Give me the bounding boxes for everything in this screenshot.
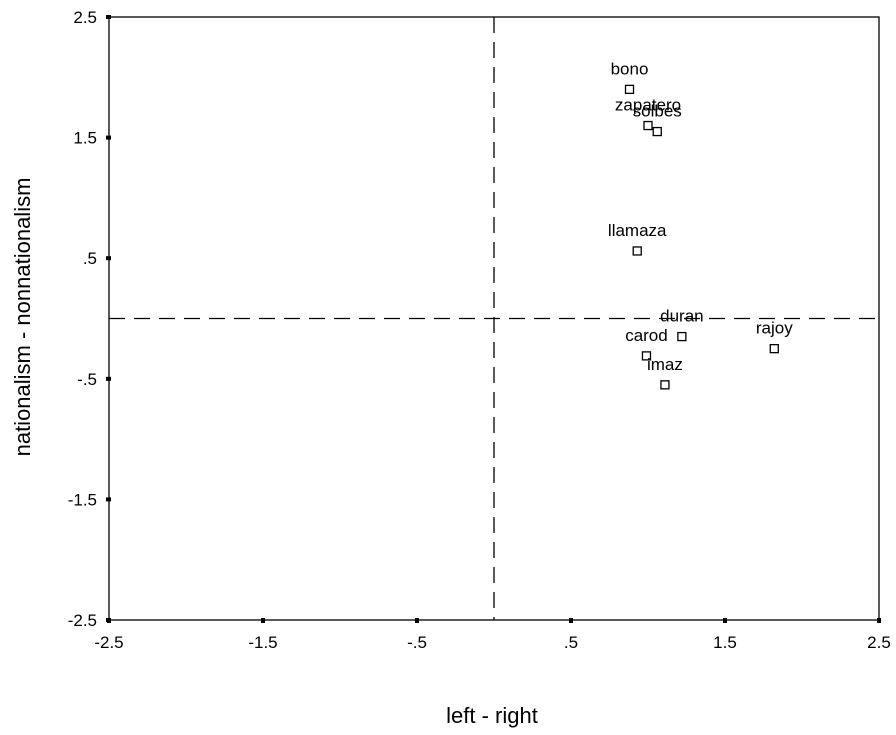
point-label-rajoy: rajoy [756,319,793,338]
y-tick-mark [106,618,111,622]
x-tick-mark [569,618,573,623]
y-tick-label: -2.5 [68,611,97,630]
y-tick-mark [106,15,111,19]
y-tick-label: 1.5 [73,129,97,148]
data-point-llamaza [632,246,642,256]
data-point-rajoy [769,343,779,354]
x-tick-mark [415,618,419,623]
data-point-solbes [652,126,662,137]
x-tick-label: -2.5 [94,633,123,652]
point-label-imaz: imaz [647,355,683,374]
data-point-carod [641,351,652,361]
x-tick-label: .5 [564,633,578,652]
y-axis-title: nationalism - nonnationalism [10,178,35,457]
y-tick-mark [106,497,111,502]
y-tick-label: -1.5 [68,490,97,509]
data-point-duran [677,331,687,342]
data-point-bono [624,84,635,95]
x-tick-label: 2.5 [867,633,891,652]
x-tick-mark [723,618,727,623]
y-tick-label: 2.5 [73,8,97,27]
point-label-solbes: solbes [633,102,682,121]
point-label-carod: carod [625,326,668,345]
y-tick-label: .5 [83,249,97,268]
x-tick-label: -1.5 [248,633,277,652]
x-tick-label: 1.5 [713,633,737,652]
point-label-zapatero: zapatero [615,96,681,115]
y-tick-label: -.5 [77,370,97,389]
y-tick-mark [106,135,111,140]
y-tick-mark [106,376,111,381]
data-point-zapatero [643,120,653,131]
data-point-imaz [660,380,670,390]
point-label-llamaza: llamaza [608,221,667,240]
x-tick-label: -.5 [407,633,427,652]
y-tick-mark [106,256,111,261]
x-tick-mark [261,618,265,623]
x-tick-mark [877,618,881,623]
point-label-duran: duran [660,307,703,326]
x-axis-title: left - right [446,703,538,728]
point-label-bono: bono [611,59,649,78]
